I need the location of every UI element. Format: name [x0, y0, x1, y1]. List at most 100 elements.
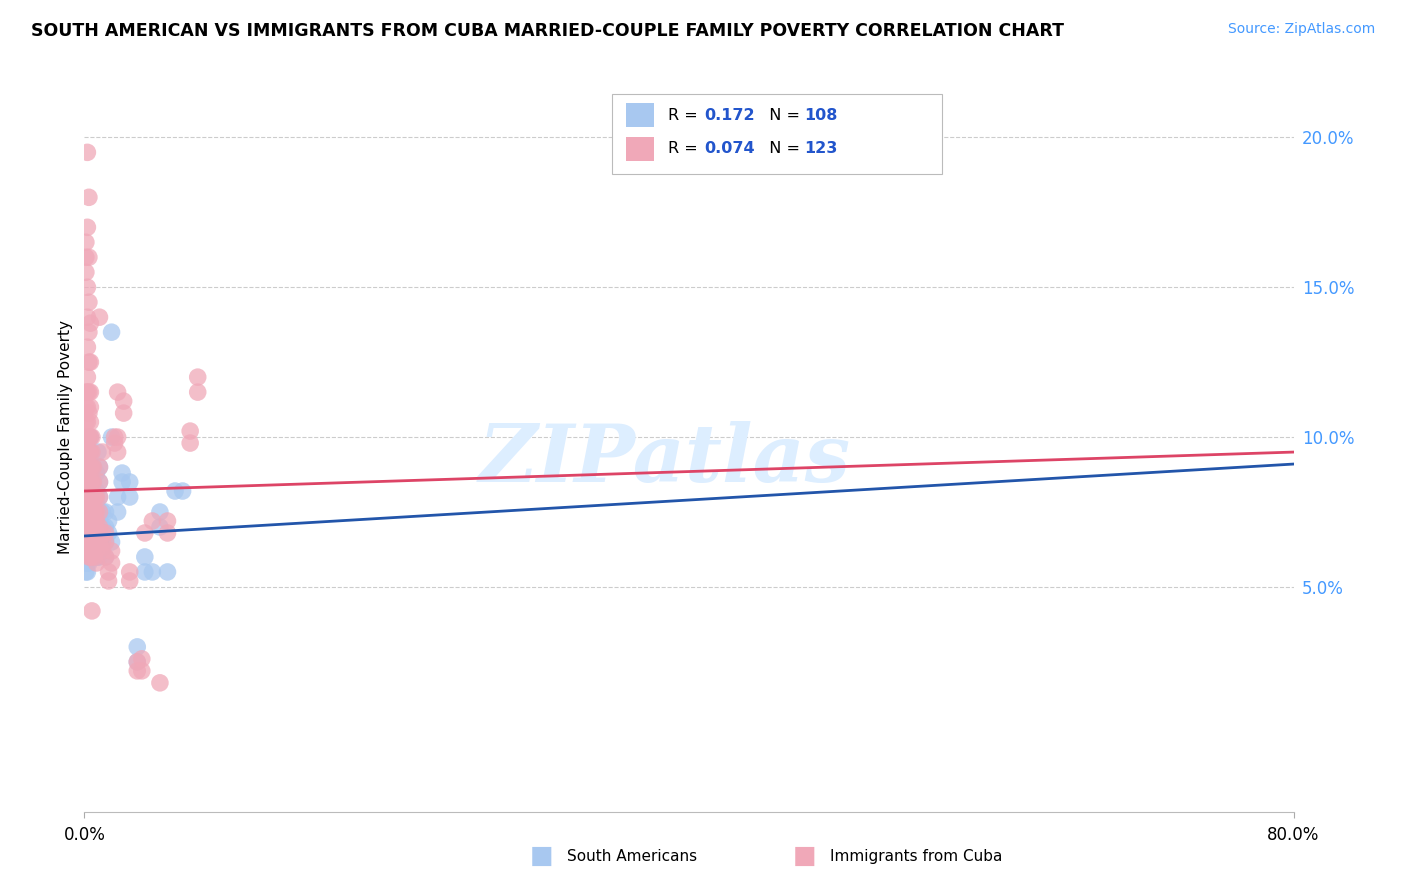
Point	[76, 514, 98, 528]
Point	[77, 535, 100, 549]
Point	[149, 505, 172, 519]
Point	[82, 496, 104, 510]
Point	[77, 475, 100, 489]
Point	[75, 466, 97, 480]
Point	[86, 496, 108, 510]
Text: ■: ■	[793, 845, 815, 868]
Point	[82, 460, 104, 475]
Point	[75, 415, 97, 429]
Point	[77, 430, 100, 444]
Point	[165, 483, 187, 498]
Point	[75, 400, 97, 414]
Point	[76, 400, 98, 414]
Point	[94, 549, 117, 564]
Point	[84, 514, 107, 528]
Y-axis label: Married-Couple Family Poverty: Married-Couple Family Poverty	[58, 320, 73, 554]
Point	[76, 466, 98, 480]
Point	[75, 385, 97, 400]
Point	[86, 556, 108, 570]
Point	[100, 544, 122, 558]
Point	[107, 445, 129, 459]
Point	[76, 535, 98, 549]
Point	[187, 385, 209, 400]
Point	[77, 549, 100, 564]
Point	[111, 475, 134, 489]
Point	[127, 664, 149, 678]
Point	[104, 436, 127, 450]
Point	[79, 549, 101, 564]
Point	[82, 526, 104, 541]
Point	[149, 676, 172, 690]
Point	[77, 544, 100, 558]
Point	[79, 460, 101, 475]
Point	[84, 505, 107, 519]
Point	[76, 565, 98, 579]
Point	[82, 505, 104, 519]
Point	[172, 483, 194, 498]
Point	[79, 490, 101, 504]
Point	[76, 340, 98, 354]
Point	[79, 544, 101, 558]
Point	[77, 514, 100, 528]
Point	[84, 490, 107, 504]
Point	[75, 520, 97, 534]
Point	[80, 445, 103, 459]
Point	[79, 475, 101, 489]
Point	[76, 370, 98, 384]
Point	[156, 514, 179, 528]
Point	[84, 535, 107, 549]
Point	[91, 544, 114, 558]
Point	[82, 526, 104, 541]
Text: Source: ZipAtlas.com: Source: ZipAtlas.com	[1227, 22, 1375, 37]
Point	[80, 475, 103, 489]
Point	[84, 549, 107, 564]
Point	[79, 541, 101, 555]
Point	[77, 505, 100, 519]
Point	[80, 535, 103, 549]
Point	[187, 370, 209, 384]
Point	[75, 526, 97, 541]
Point	[75, 526, 97, 541]
Point	[77, 505, 100, 519]
Point	[91, 505, 114, 519]
Text: SOUTH AMERICAN VS IMMIGRANTS FROM CUBA MARRIED-COUPLE FAMILY POVERTY CORRELATION: SOUTH AMERICAN VS IMMIGRANTS FROM CUBA M…	[31, 22, 1064, 40]
Point	[80, 475, 103, 489]
Point	[100, 535, 122, 549]
Point	[77, 514, 100, 528]
Point	[84, 490, 107, 504]
Point	[76, 505, 98, 519]
Text: ZIPatlas: ZIPatlas	[478, 421, 851, 499]
Text: 108: 108	[804, 108, 838, 122]
Point	[82, 490, 104, 504]
Point	[80, 430, 103, 444]
Point	[82, 514, 104, 528]
Point	[86, 544, 108, 558]
Point	[80, 496, 103, 510]
Point	[141, 514, 163, 528]
Point	[86, 549, 108, 564]
Point	[77, 295, 100, 310]
Point	[118, 565, 141, 579]
Point	[127, 640, 149, 654]
Point	[77, 190, 100, 204]
Text: 123: 123	[804, 142, 838, 156]
Point	[76, 556, 98, 570]
Point	[86, 526, 108, 541]
Point	[94, 505, 117, 519]
Point	[89, 549, 111, 564]
Point	[156, 565, 179, 579]
Point	[82, 475, 104, 489]
Point	[80, 505, 103, 519]
Point	[156, 526, 179, 541]
Text: R =: R =	[668, 108, 703, 122]
Point	[75, 265, 97, 279]
Point	[89, 520, 111, 534]
Point	[86, 514, 108, 528]
Point	[77, 475, 100, 489]
Point	[76, 526, 98, 541]
Point	[89, 520, 111, 534]
Point	[80, 526, 103, 541]
Point	[75, 250, 97, 264]
Point	[82, 460, 104, 475]
Point	[77, 526, 100, 541]
